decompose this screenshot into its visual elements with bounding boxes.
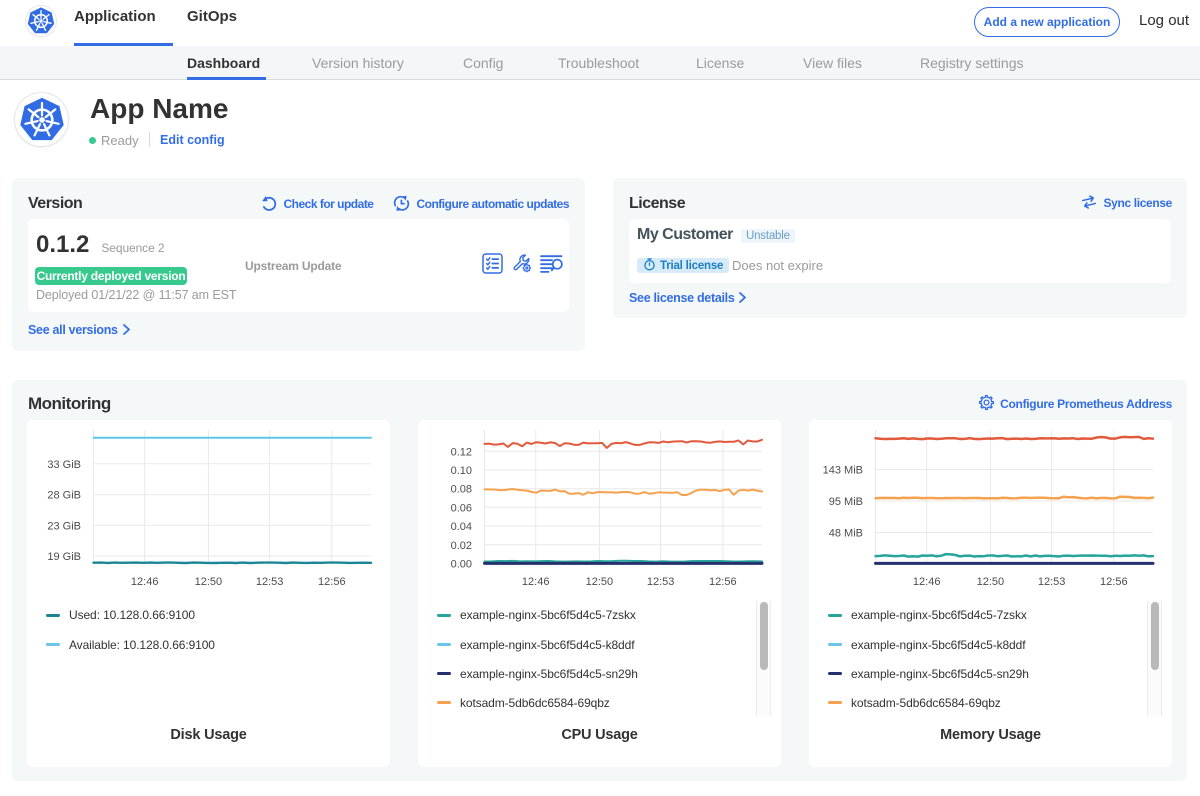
svg-text:0.02: 0.02 (451, 540, 472, 552)
svg-text:0.10: 0.10 (451, 465, 472, 477)
svg-text:12:56: 12:56 (318, 576, 346, 588)
svg-text:0.08: 0.08 (451, 484, 472, 496)
svg-text:0.00: 0.00 (451, 559, 472, 571)
svg-text:12:46: 12:46 (913, 576, 941, 588)
svg-text:12:53: 12:53 (647, 576, 675, 588)
svg-text:0.06: 0.06 (451, 502, 472, 514)
svg-text:23 GiB: 23 GiB (47, 520, 81, 532)
svg-text:12:50: 12:50 (977, 576, 1005, 588)
svg-text:12:53: 12:53 (1038, 576, 1066, 588)
svg-text:143 MiB: 143 MiB (823, 465, 863, 477)
svg-text:12:50: 12:50 (195, 576, 223, 588)
svg-text:0.12: 0.12 (451, 446, 472, 458)
svg-text:19 GiB: 19 GiB (47, 551, 81, 563)
svg-text:12:56: 12:56 (709, 576, 737, 588)
svg-text:12:46: 12:46 (131, 576, 159, 588)
svg-text:12:50: 12:50 (586, 576, 614, 588)
svg-text:48 MiB: 48 MiB (829, 528, 863, 540)
svg-text:12:56: 12:56 (1100, 576, 1128, 588)
svg-text:12:46: 12:46 (522, 576, 550, 588)
svg-text:33 GiB: 33 GiB (47, 459, 81, 471)
svg-text:12:53: 12:53 (256, 576, 284, 588)
svg-text:95 MiB: 95 MiB (829, 496, 863, 508)
svg-text:28 GiB: 28 GiB (47, 490, 81, 502)
svg-text:0.04: 0.04 (451, 521, 472, 533)
